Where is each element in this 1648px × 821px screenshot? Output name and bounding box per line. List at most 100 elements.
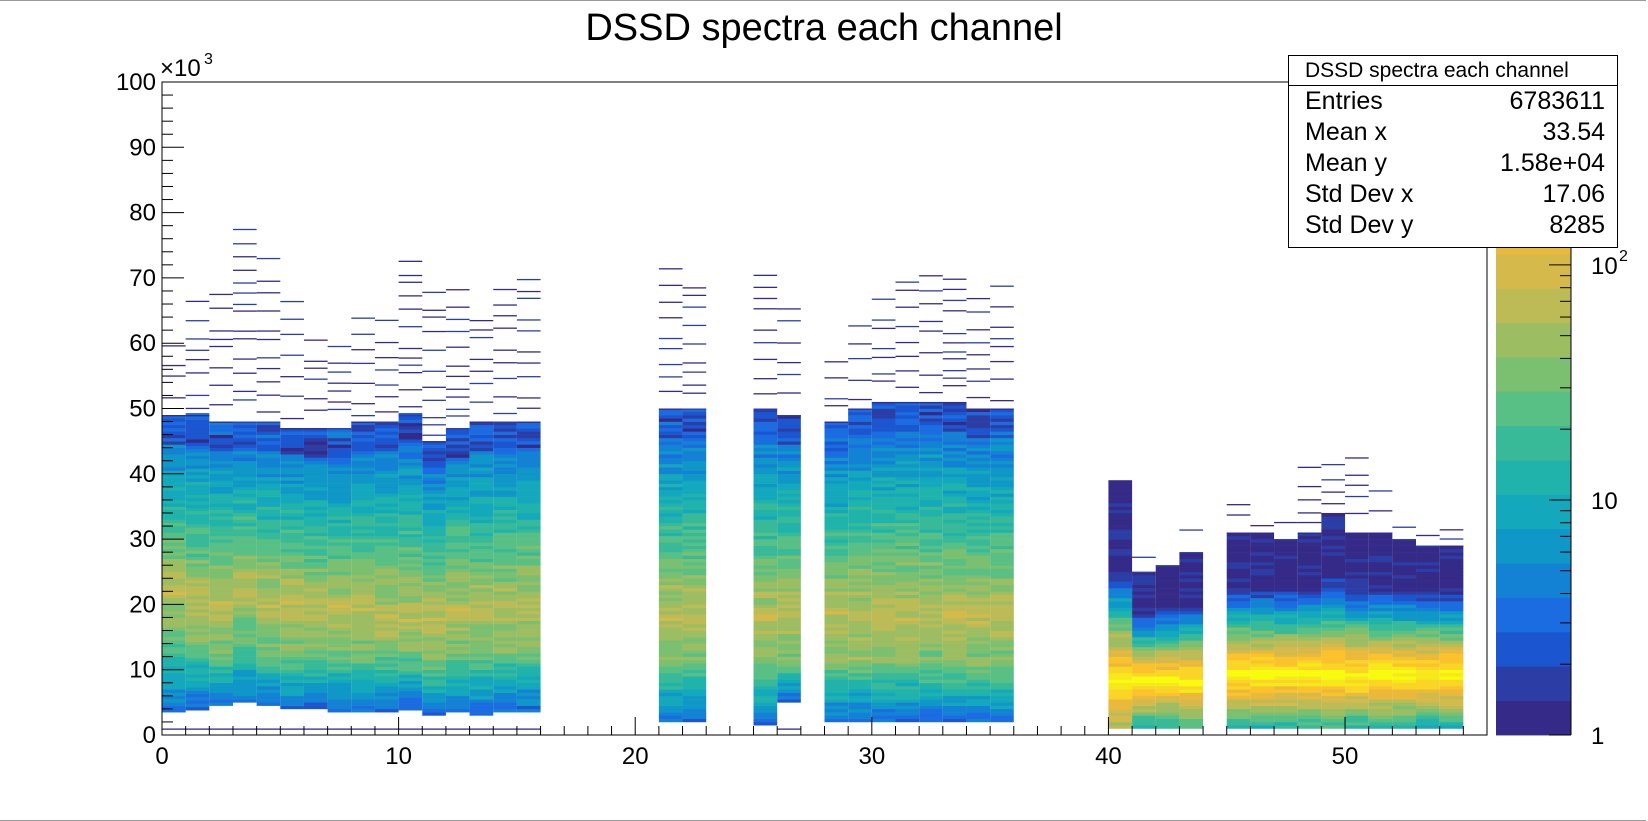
outlier-cell — [445, 330, 470, 333]
cell — [374, 480, 399, 484]
cell — [351, 480, 375, 484]
cell — [1321, 607, 1346, 612]
cell — [966, 477, 991, 481]
cell — [185, 592, 210, 597]
cell — [1132, 588, 1156, 592]
cell — [777, 431, 801, 435]
cell — [1345, 539, 1369, 543]
cell — [327, 529, 352, 533]
cell — [1345, 584, 1369, 589]
cell — [280, 588, 304, 592]
cell — [1439, 672, 1464, 677]
cell — [232, 450, 257, 455]
cell — [990, 682, 1014, 687]
cell — [1321, 718, 1346, 723]
cell — [493, 601, 517, 605]
cell — [445, 679, 470, 684]
cell — [682, 633, 707, 638]
cell — [1368, 623, 1393, 628]
palette-swatch — [1496, 253, 1571, 289]
cell — [516, 578, 541, 582]
cell — [1297, 663, 1322, 667]
cell — [1274, 630, 1298, 635]
cell — [895, 669, 920, 674]
cell — [209, 646, 233, 651]
cell — [493, 535, 517, 540]
cell — [1108, 640, 1133, 644]
cell — [1345, 640, 1369, 644]
cell — [351, 591, 375, 595]
cell — [1439, 725, 1464, 729]
cell — [1392, 591, 1417, 595]
cell — [753, 607, 778, 612]
outlier-cell — [942, 385, 967, 387]
cell — [162, 659, 186, 664]
cell — [398, 622, 423, 626]
cell — [374, 561, 399, 566]
cell — [398, 608, 423, 613]
cell — [1368, 692, 1393, 697]
cell — [942, 499, 967, 504]
cell — [256, 666, 281, 670]
cell — [753, 637, 778, 641]
cell — [280, 467, 304, 471]
cell — [185, 628, 210, 633]
cell — [753, 610, 778, 615]
cell — [232, 676, 257, 680]
cell — [232, 558, 257, 563]
cell — [445, 581, 470, 586]
cell — [1439, 620, 1464, 625]
cell — [1439, 630, 1464, 635]
cell — [493, 640, 517, 644]
cell — [824, 682, 849, 687]
cell — [1345, 591, 1369, 595]
cell — [753, 571, 778, 576]
cell — [682, 620, 707, 625]
cell — [327, 591, 352, 595]
cell — [895, 689, 920, 693]
cell — [256, 552, 281, 556]
column-x9 — [374, 319, 399, 730]
outlier-cell — [1368, 490, 1393, 492]
cell — [162, 607, 186, 612]
cell — [895, 575, 920, 579]
cell — [398, 579, 423, 584]
cell — [256, 692, 281, 697]
cell — [516, 516, 541, 520]
cell — [398, 452, 423, 456]
outlier-cell — [351, 362, 375, 365]
cell — [1392, 548, 1417, 553]
cell — [162, 499, 186, 504]
cell — [422, 519, 446, 524]
cell — [256, 561, 281, 566]
cell — [1179, 630, 1204, 635]
outlier-cell — [777, 415, 801, 417]
cell — [1108, 499, 1133, 504]
cell — [327, 428, 352, 432]
cell — [658, 715, 683, 719]
cell — [303, 633, 328, 638]
cell — [327, 627, 352, 631]
cell — [848, 650, 872, 654]
cell — [990, 552, 1014, 556]
cell — [658, 434, 683, 439]
cell — [1179, 705, 1204, 710]
stats-box[interactable]: DSSD spectra each channel Entries 6783611… — [1288, 55, 1618, 248]
cell — [871, 464, 896, 468]
cell — [374, 545, 399, 550]
cell — [327, 637, 352, 641]
cell — [185, 514, 210, 518]
cell — [1132, 695, 1156, 700]
cell — [469, 623, 494, 628]
cell — [658, 499, 683, 504]
cell — [942, 539, 967, 543]
column-x50 — [1345, 457, 1369, 729]
cell — [1368, 708, 1393, 713]
cell — [777, 516, 801, 520]
outlier-cell — [445, 396, 470, 398]
cell — [871, 467, 896, 471]
cell — [658, 594, 683, 599]
outlier-cell — [516, 397, 541, 399]
cell — [1321, 552, 1346, 556]
